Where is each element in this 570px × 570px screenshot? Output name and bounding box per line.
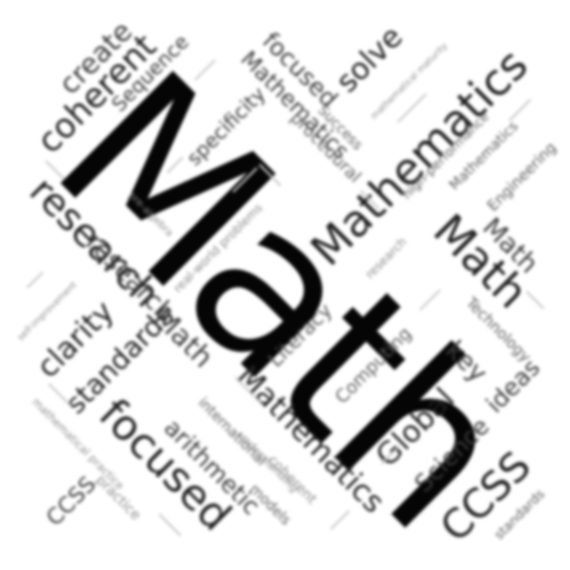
filler-word xyxy=(26,271,44,289)
filler-word xyxy=(158,513,182,537)
filler-word xyxy=(525,290,545,310)
filler-word xyxy=(508,98,532,122)
